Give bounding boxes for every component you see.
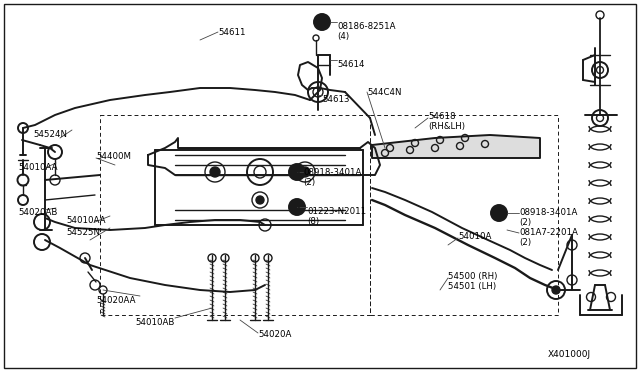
Text: N: N	[294, 170, 300, 174]
Circle shape	[210, 167, 220, 177]
Text: 54010A: 54010A	[458, 232, 492, 241]
Circle shape	[289, 199, 305, 215]
Text: N: N	[294, 205, 300, 209]
Text: 081A7-2201A
(2): 081A7-2201A (2)	[519, 228, 578, 247]
Text: B: B	[319, 19, 324, 25]
Text: X401000J: X401000J	[548, 350, 591, 359]
Text: 54020A: 54020A	[258, 330, 291, 339]
Text: 54010AA: 54010AA	[66, 216, 106, 225]
Text: 54020AA: 54020AA	[96, 296, 136, 305]
Text: 54010AA: 54010AA	[18, 163, 58, 172]
Text: 54611: 54611	[218, 28, 246, 37]
Text: 54020AB: 54020AB	[18, 208, 58, 217]
Polygon shape	[372, 135, 540, 158]
Text: 54010AB: 54010AB	[135, 318, 174, 327]
Text: 54500 (RH)
54501 (LH): 54500 (RH) 54501 (LH)	[448, 272, 497, 291]
Text: 54618
(RH&LH): 54618 (RH&LH)	[428, 112, 465, 131]
Circle shape	[491, 205, 507, 221]
Text: 01223-N2011
(8): 01223-N2011 (8)	[307, 207, 366, 227]
Circle shape	[256, 196, 264, 204]
Text: 08186-8251A
(4): 08186-8251A (4)	[337, 22, 396, 41]
Text: 08918-3401A
(2): 08918-3401A (2)	[519, 208, 577, 227]
Text: 54525N: 54525N	[66, 228, 100, 237]
Circle shape	[552, 286, 560, 294]
Circle shape	[289, 164, 305, 180]
Text: 08918-3401A
(2): 08918-3401A (2)	[303, 168, 362, 187]
Circle shape	[300, 167, 310, 177]
Text: N: N	[496, 211, 502, 215]
Text: 54400M: 54400M	[96, 152, 131, 161]
Text: 54524N: 54524N	[33, 130, 67, 139]
Text: 54613: 54613	[322, 95, 349, 104]
Text: 54614: 54614	[337, 60, 365, 69]
Circle shape	[314, 14, 330, 30]
Text: 544C4N: 544C4N	[367, 88, 401, 97]
